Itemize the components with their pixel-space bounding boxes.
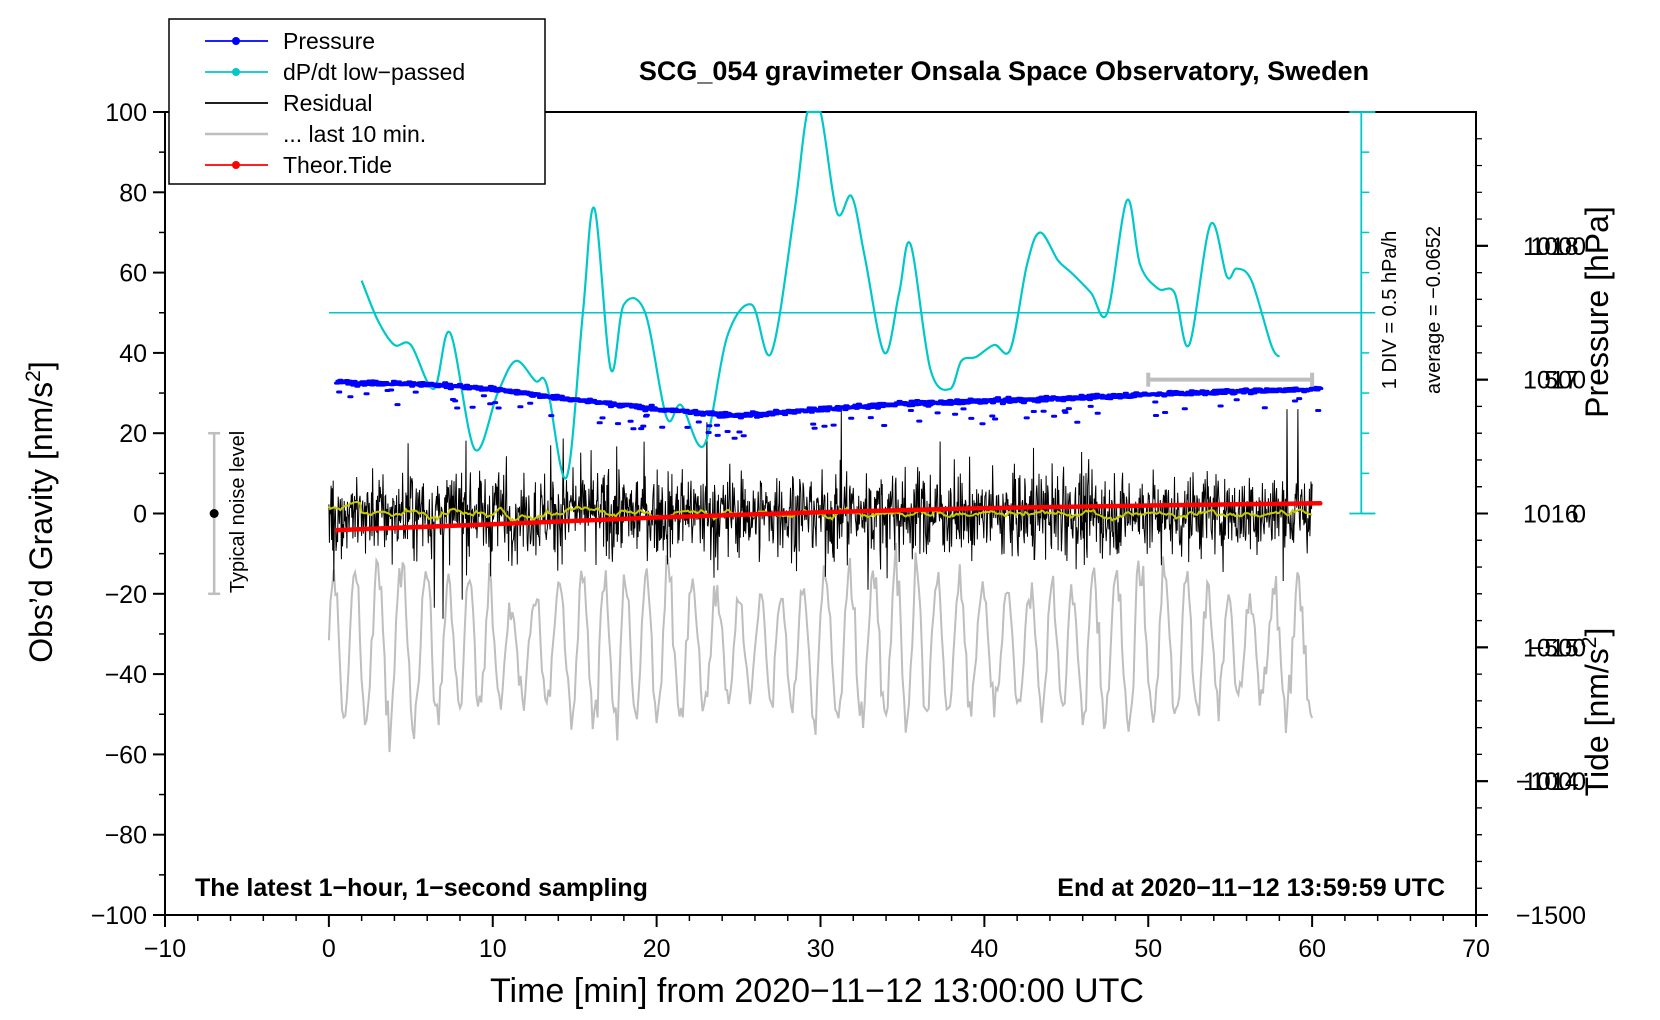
tide-tick-label: 0: [1572, 501, 1586, 529]
noise-level-label: Typical noise level: [227, 431, 249, 593]
pressure-axis-label: Pressure [hPa]: [1579, 206, 1615, 418]
dpdt-line: [360, 110, 1281, 480]
tide-tick-label: 1000: [1530, 233, 1586, 261]
legend-label: Residual: [283, 90, 373, 116]
annotation-bottom-right: End at 2020−11−12 13:59:59 UTC: [1057, 874, 1445, 902]
x-tick-label: 0: [322, 935, 336, 963]
legend-item: ... last 10 min.: [205, 121, 426, 147]
legend-label: Pressure: [283, 28, 375, 54]
dpdt-scale-axis: [328, 111, 1376, 515]
tide-series: [334, 501, 1323, 533]
dpdt-average-label: average = −0.0652: [1423, 226, 1445, 394]
gravity-tick-label: −60: [105, 741, 147, 769]
gravity-tick-label: −80: [105, 822, 147, 850]
legend-item: Residual: [205, 90, 373, 116]
gravity-tick-label: −100: [91, 902, 147, 930]
x-tick-label: 50: [1134, 935, 1162, 963]
legend-item: Pressure: [205, 28, 375, 54]
x-tick-label: 30: [807, 935, 835, 963]
tide-tick-label: −500: [1530, 634, 1586, 662]
x-tick-label: 10: [479, 935, 507, 963]
last10-series: [327, 542, 1314, 753]
gravity-tick-label: 40: [119, 340, 147, 368]
dpdt-scale-label: 1 DIV = 0.5 hPa/h: [1379, 231, 1401, 389]
pressure-tick-label: 1015: [1523, 634, 1579, 662]
gravity-tick-label: 60: [119, 260, 147, 288]
x-tick-label: 60: [1298, 935, 1326, 963]
legend-box: [168, 18, 546, 185]
x-tick-label: 70: [1462, 935, 1490, 963]
x-tick-label: 20: [643, 935, 671, 963]
annotation-bottom-left: The latest 1−hour, 1−second sampling: [195, 874, 648, 902]
tide-tick-label: −1500: [1516, 902, 1586, 930]
gravity-tick-label: −20: [105, 581, 147, 609]
gravity-tick-label: −40: [105, 661, 147, 689]
legend-label: Theor.Tide: [283, 152, 392, 178]
noise-bar-center-dot: [209, 509, 219, 518]
tide-line: [334, 501, 1323, 533]
gravity-tick-label: 0: [133, 501, 147, 529]
tide-tick-label: 500: [1544, 367, 1586, 395]
gravity-axis: −100 −80 −60 −40 −20 0 20 40 60 80 100: [91, 99, 165, 930]
x-tick-label: −10: [144, 935, 186, 963]
gravity-tick-label: 100: [105, 99, 147, 127]
legend-item: dP/dt low−passed: [205, 59, 465, 85]
legend: Pressure dP/dt low−passed Residual ... last…: [168, 18, 546, 185]
tide-tick-label: −1000: [1516, 768, 1586, 796]
x-tick-label: 40: [970, 935, 998, 963]
gravity-axis-label: Obs’d Gravity [nm/s2]: [22, 361, 59, 663]
reference-bars: [208, 372, 1315, 596]
pressure-tick-label: 1017: [1523, 367, 1579, 395]
dpdt-series: [360, 110, 1281, 480]
legend-marker: [232, 161, 240, 169]
tide-axis-label: Tide [nm/s2]: [1578, 628, 1615, 797]
gravity-tick-label: 20: [119, 420, 147, 448]
pressure-dots: [334, 378, 1324, 440]
legend-label: dP/dt low−passed: [283, 59, 465, 85]
legend-marker: [232, 68, 240, 76]
chart-title: SCG_054 gravimeter Onsala Space Observat…: [639, 56, 1369, 86]
legend-item: Theor.Tide: [205, 152, 392, 178]
tide-axis: −1500 −1000 −500 0 500 1000: [1476, 233, 1586, 930]
legend-marker: [232, 37, 240, 45]
residual-line: [328, 409, 1313, 619]
x-axis-label: Time [min] from 2020−11−12 13:00:00 UTC: [490, 972, 1144, 1010]
legend-label: ... last 10 min.: [283, 121, 426, 147]
pressure-tick-label: 1018: [1523, 233, 1579, 261]
pressure-tick-label: 1014: [1523, 768, 1579, 796]
gravity-tick-label: 80: [119, 179, 147, 207]
x-axis: −10 0 10 20 30 40 50 60 70: [144, 915, 1490, 963]
pressure-series: [334, 378, 1324, 440]
pressure-tick-label: 1016: [1523, 501, 1579, 529]
last10-line: [327, 542, 1314, 753]
